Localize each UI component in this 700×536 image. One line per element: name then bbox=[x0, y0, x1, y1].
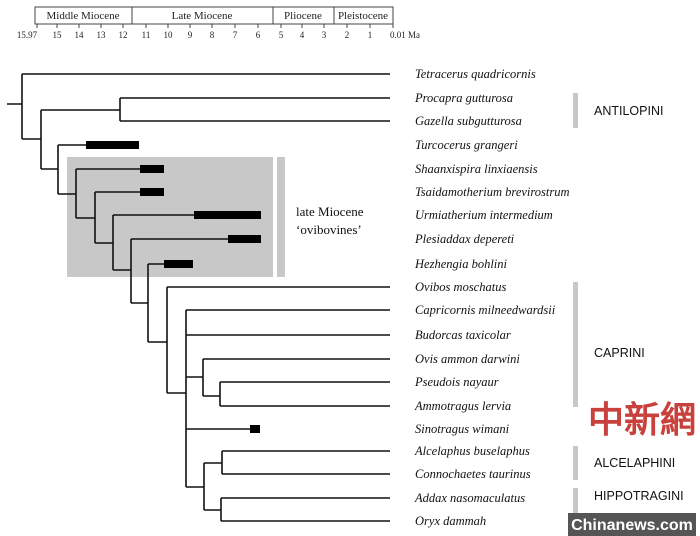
tick-label: 4 bbox=[300, 30, 305, 40]
timescale: Middle Miocene Late Miocene Pliocene Ple… bbox=[17, 6, 420, 40]
taxon-label: Capricornis milneedwardsii bbox=[415, 303, 556, 317]
tick-label: 1 bbox=[368, 30, 373, 40]
taxon-label: Oryx dammah bbox=[415, 514, 486, 528]
taxon-label: Connochaetes taurinus bbox=[415, 467, 531, 481]
tick-label: 2 bbox=[345, 30, 350, 40]
tick-label: 15 bbox=[53, 30, 63, 40]
range-bar bbox=[250, 425, 260, 433]
taxon-label: Procapra gutturosa bbox=[414, 91, 513, 105]
taxon-label: Addax nasomaculatus bbox=[414, 491, 525, 505]
tick-label: 14 bbox=[75, 30, 85, 40]
taxon-label: Tsaidamotherium brevirostrum bbox=[415, 185, 570, 199]
group-bar bbox=[277, 157, 285, 277]
tribe-label: CAPRINI bbox=[594, 346, 645, 360]
tribe-label: ANTILOPINI bbox=[594, 104, 663, 118]
tribe-bar bbox=[573, 446, 578, 480]
tick-label: 10 bbox=[164, 30, 174, 40]
epoch-label: Pleistocene bbox=[338, 10, 388, 22]
taxon-label: Ammotragus lervia bbox=[414, 399, 511, 413]
tick-label: 3 bbox=[322, 30, 327, 40]
tribe-bar bbox=[573, 282, 578, 407]
taxon-label: Sinotragus wimani bbox=[415, 422, 510, 436]
taxon-label: Ovibos moschatus bbox=[415, 280, 506, 294]
range-bar bbox=[140, 165, 164, 173]
range-bar bbox=[228, 235, 261, 243]
watermark-site: Chinanews.com bbox=[571, 517, 693, 534]
tribe-bar bbox=[573, 93, 578, 128]
group-label: ‘ovibovines’ bbox=[296, 222, 362, 237]
tick-label: 6 bbox=[256, 30, 261, 40]
tribe-bar bbox=[573, 488, 578, 524]
taxon-label: Budorcas taxicolar bbox=[415, 328, 511, 342]
taxon-label: Pseudois nayaur bbox=[414, 375, 499, 389]
taxon-label: Urmiatherium intermedium bbox=[415, 208, 553, 222]
taxon-label: Tetracerus quadricornis bbox=[415, 67, 536, 81]
taxon-label: Ovis ammon darwini bbox=[415, 352, 520, 366]
range-bar bbox=[164, 260, 193, 268]
tick-label: 13 bbox=[97, 30, 107, 40]
tick-label: 12 bbox=[119, 30, 128, 40]
range-bar bbox=[140, 188, 164, 196]
epoch-label: Late Miocene bbox=[172, 10, 233, 22]
tick-label: 8 bbox=[210, 30, 215, 40]
taxon-label: Alcelaphus buselaphus bbox=[414, 444, 530, 458]
epoch-label: Middle Miocene bbox=[46, 10, 119, 22]
range-bar bbox=[194, 211, 261, 219]
group-label: late Miocene bbox=[296, 204, 364, 219]
tribe-label: HIPPOTRAGINI bbox=[594, 489, 684, 503]
tick-label: 0.01 Ma bbox=[390, 30, 420, 40]
tick-label: 9 bbox=[188, 30, 193, 40]
taxon-label: Turcocerus grangeri bbox=[415, 138, 518, 152]
epoch-label: Pliocene bbox=[284, 10, 322, 22]
taxon-label: Plesiaddax depereti bbox=[414, 232, 515, 246]
watermark: 中新網 Chinanews.com bbox=[568, 400, 696, 536]
taxon-label: Gazella subgutturosa bbox=[415, 114, 522, 128]
branches bbox=[7, 73, 390, 522]
watermark-strip bbox=[568, 513, 696, 536]
taxon-labels: Tetracerus quadricornis Procapra gutturos… bbox=[414, 67, 570, 528]
taxon-label: Hezhengia bohlini bbox=[414, 257, 508, 271]
tick-label: 15.97 bbox=[17, 30, 38, 40]
tick-label: 5 bbox=[279, 30, 284, 40]
tick-label: 11 bbox=[142, 30, 151, 40]
range-bar bbox=[86, 141, 139, 149]
tribe-label: ALCELAPHINI bbox=[594, 456, 675, 470]
tick-label: 7 bbox=[233, 30, 238, 40]
watermark-chinese: 中新網 bbox=[588, 400, 696, 441]
range-bars bbox=[86, 141, 261, 433]
taxon-label: Shaanxispira linxiaensis bbox=[415, 162, 538, 176]
